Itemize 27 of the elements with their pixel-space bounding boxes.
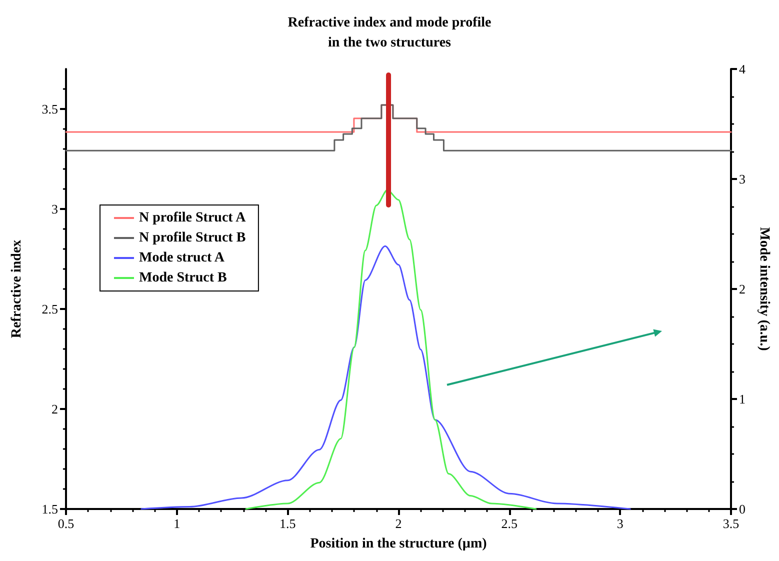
x-tick-label: 3.5 bbox=[722, 516, 740, 531]
x-tick-label: 3 bbox=[616, 516, 624, 531]
x-tick-label: 0.5 bbox=[58, 516, 74, 531]
x-tick-label: 2.5 bbox=[501, 516, 518, 531]
legend-label: N profile Struct A bbox=[139, 210, 247, 226]
y-tick-label: 3.5 bbox=[42, 102, 58, 116]
y-tick-label: 2.5 bbox=[42, 302, 58, 316]
legend-label: Mode struct A bbox=[139, 250, 226, 266]
y2-tick-label: 0 bbox=[739, 502, 746, 516]
y2-tick-label: 2 bbox=[739, 282, 746, 296]
y-tick-label: 1.5 bbox=[42, 502, 58, 516]
legend-label: N profile Struct B bbox=[139, 230, 246, 246]
line-series bbox=[245, 189, 537, 510]
y-tick-label: 2 bbox=[52, 402, 58, 416]
chart-title: Refractive index and mode profile in the two structures bbox=[288, 16, 492, 50]
y-tick-label: 3 bbox=[52, 202, 58, 216]
y2-axis-title: Mode intensity (a.u.) bbox=[756, 227, 772, 352]
x-tick-label: 2 bbox=[395, 516, 402, 531]
y2-tick-label: 4 bbox=[739, 62, 746, 76]
legend-label: Mode Struct B bbox=[139, 270, 227, 286]
y2-tick-label: 3 bbox=[739, 172, 746, 186]
y2-tick-label: 1 bbox=[739, 392, 746, 406]
y-axis-title: Refractive index bbox=[10, 240, 24, 338]
x-tick-label: 1.5 bbox=[280, 516, 296, 531]
x-tick-label: 1 bbox=[174, 516, 180, 531]
line-series bbox=[140, 245, 631, 510]
x-axis-title: Position in the structure (µm) bbox=[310, 536, 488, 552]
